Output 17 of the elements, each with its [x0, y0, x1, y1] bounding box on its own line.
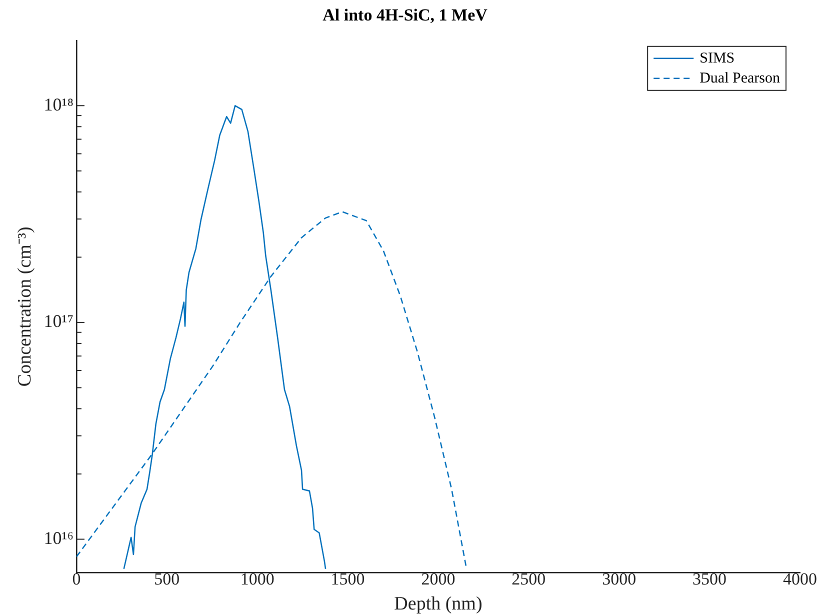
- x-tick-label: 1500: [330, 569, 365, 588]
- y-tick-label: 10¹⁸: [44, 94, 74, 114]
- x-tick-label: 500: [154, 569, 180, 588]
- x-tick-label: 3500: [692, 569, 727, 588]
- x-tick-label: 4000: [783, 569, 817, 588]
- x-tick-label: 2500: [512, 569, 546, 588]
- x-tick-label: 2000: [421, 569, 456, 588]
- legend-label: Dual Pearson: [700, 70, 780, 86]
- x-tick-label: 3000: [602, 569, 636, 588]
- x-tick-label: 1000: [240, 569, 274, 588]
- chart-title: Al into 4H-SiC, 1 MeV: [322, 6, 488, 25]
- x-tick-label: 0: [72, 569, 81, 588]
- x-axis-title: Depth (nm): [394, 594, 482, 615]
- y-tick-label: 10¹⁷: [44, 311, 74, 332]
- y-axis-title: Concentration (cm⁻³): [14, 226, 36, 387]
- legend-label: SIMS: [700, 50, 735, 66]
- y-tick-label: 10¹⁶: [44, 528, 74, 548]
